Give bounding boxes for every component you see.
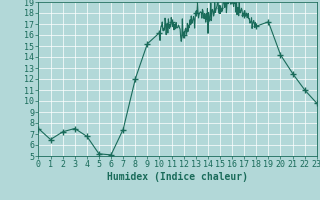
X-axis label: Humidex (Indice chaleur): Humidex (Indice chaleur) (107, 172, 248, 182)
